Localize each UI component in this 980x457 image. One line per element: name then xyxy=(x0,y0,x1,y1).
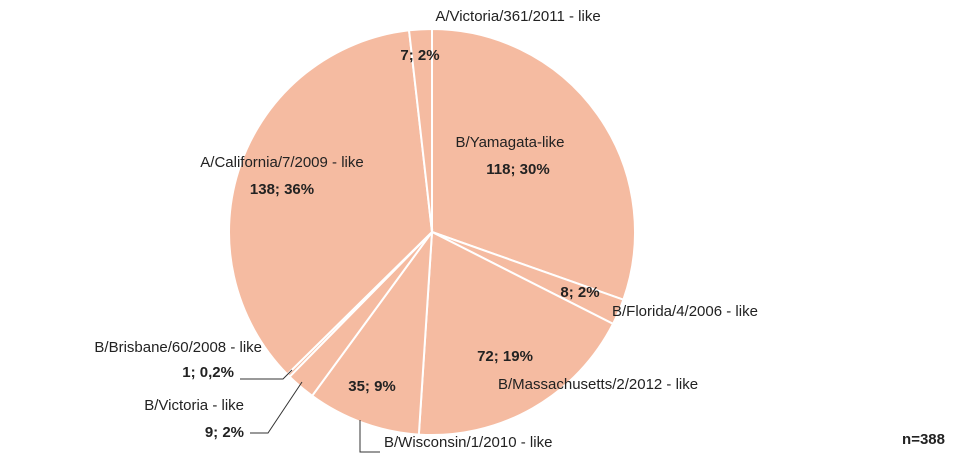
value-label: 7; 2% xyxy=(400,47,439,64)
leader-line xyxy=(359,420,380,453)
leader-line xyxy=(240,369,293,380)
value-label: 8; 2% xyxy=(560,284,599,301)
slice-label: B/Brisbane/60/2008 - like xyxy=(94,339,262,356)
pie-slice xyxy=(407,27,433,233)
leader-line xyxy=(250,381,303,434)
labels: B/Yamagata-like 118; 30% B/Florida/4/2006 … xyxy=(94,8,758,451)
value-label: 1; 0,2% xyxy=(182,364,234,381)
pie-slice xyxy=(431,27,636,301)
value-label: 72; 19% xyxy=(477,348,533,365)
pie-slice xyxy=(417,230,615,436)
slice-label: A/California/7/2009 - like xyxy=(200,154,363,171)
pie-slice xyxy=(310,228,434,436)
slice-label: B/Victoria - like xyxy=(144,397,244,414)
slice-label: B/Massachusetts/2/2012 - like xyxy=(498,376,698,393)
leaders xyxy=(240,369,380,453)
slice-label: A/Victoria/361/2011 - like xyxy=(435,8,600,25)
pie-slice xyxy=(228,29,434,376)
value-label: 9; 2% xyxy=(205,424,244,441)
sample-size: n=388 xyxy=(902,431,945,448)
value-label: 118; 30% xyxy=(486,161,549,178)
slice-label: B/Yamagata-like xyxy=(456,134,565,151)
value-label: 138; 36% xyxy=(250,181,314,198)
slice-label: B/Florida/4/2006 - like xyxy=(612,303,758,320)
pie xyxy=(228,27,636,436)
value-label: 35; 9% xyxy=(348,378,396,395)
slice-label: B/Wisconsin/1/2010 - like xyxy=(384,434,552,451)
